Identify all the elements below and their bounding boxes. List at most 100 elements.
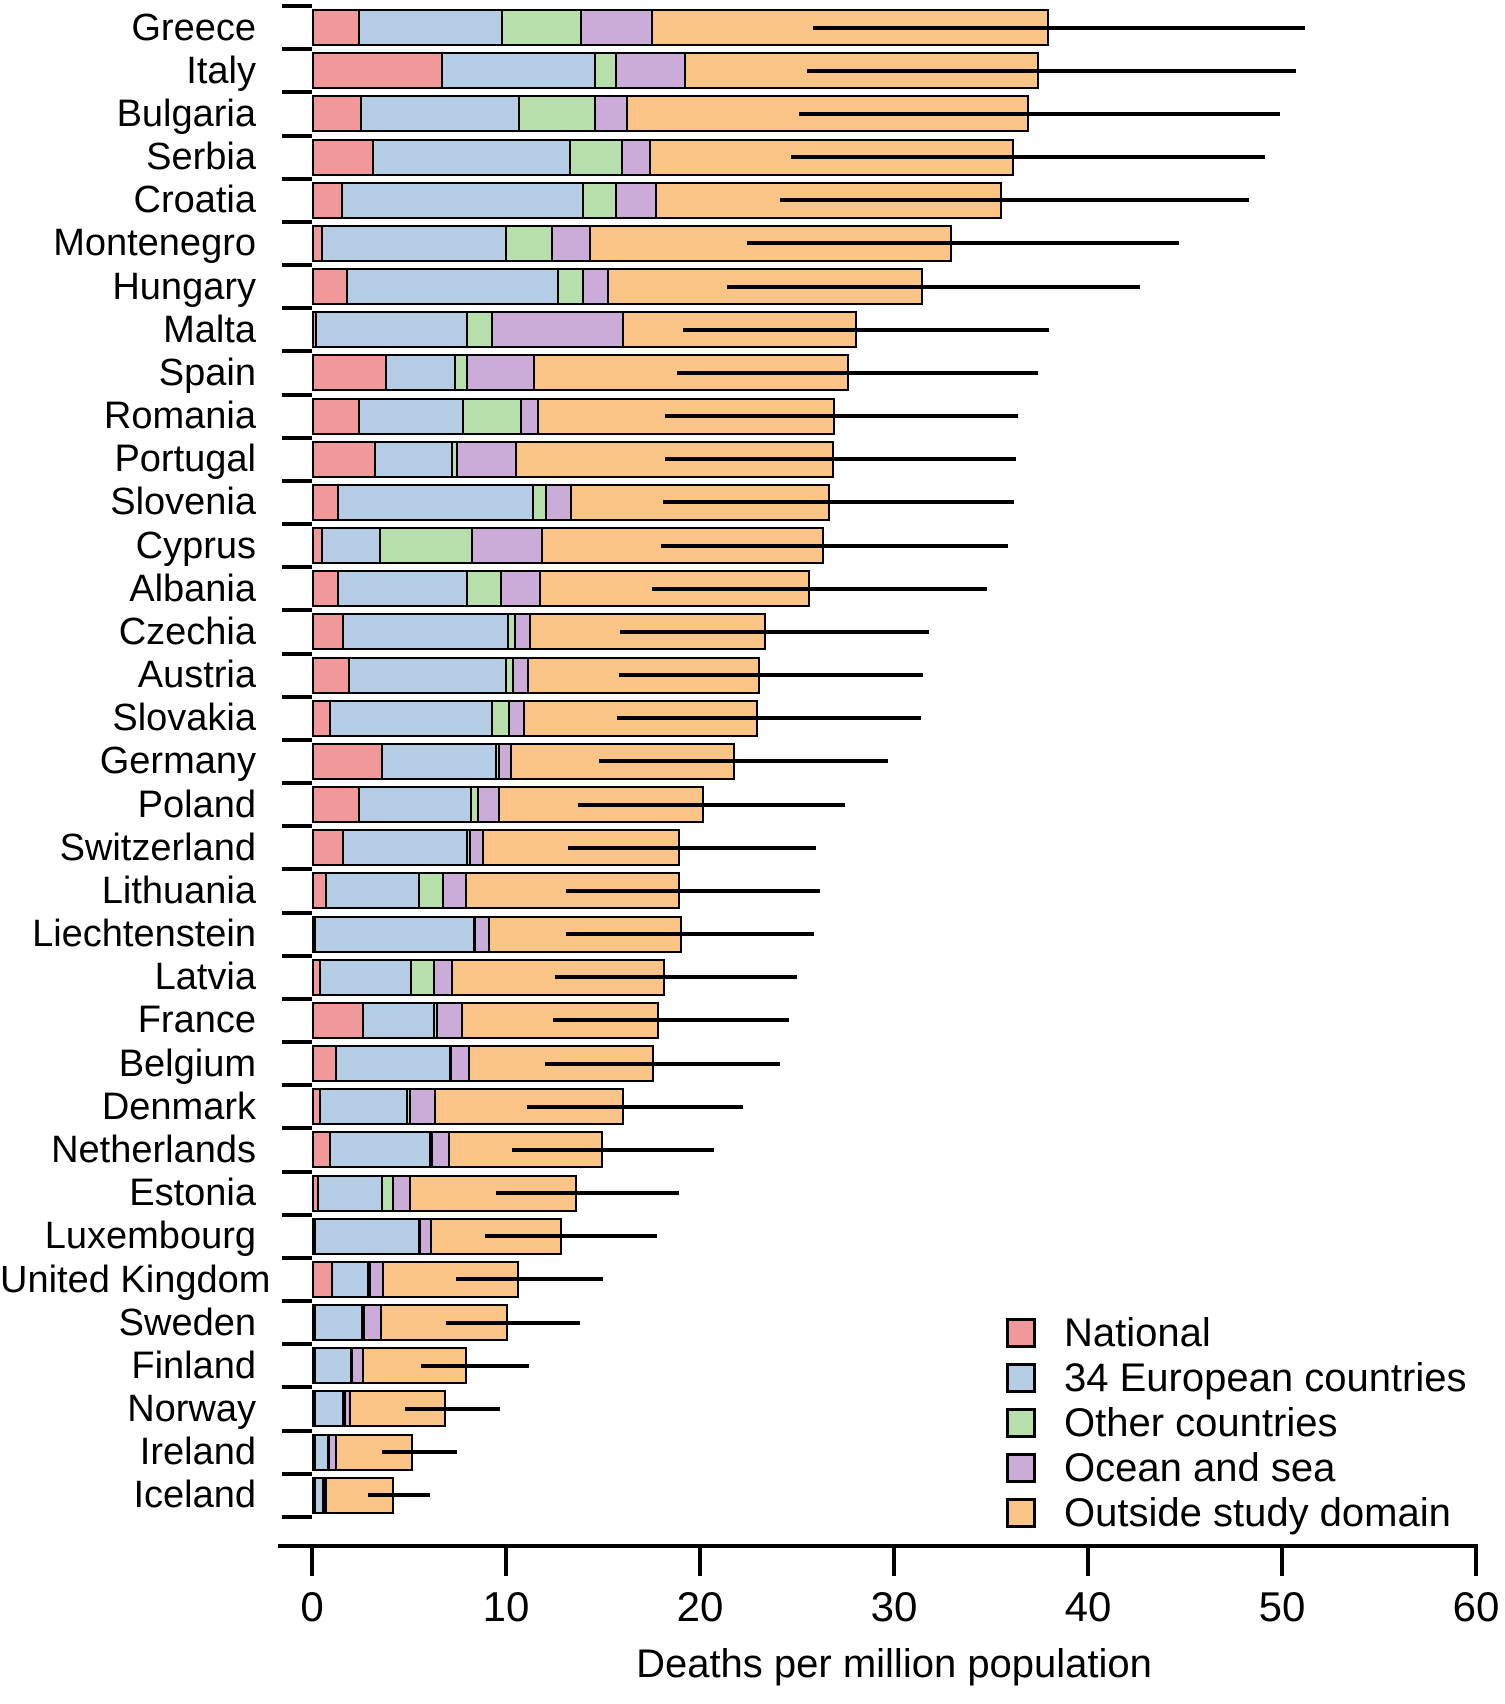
bar-segment-ocean-and-sea: [500, 570, 542, 608]
y-axis-tick: [282, 1299, 312, 1304]
error-bar: [727, 284, 1141, 289]
bar-segment-national: [312, 786, 361, 824]
bar-segment-ocean-and-sea: [614, 52, 687, 90]
bar-track: [312, 1001, 1476, 1039]
bar-track: [312, 311, 1476, 349]
y-axis-tick: [282, 1428, 312, 1433]
legend-swatch: [1006, 1497, 1036, 1528]
bar-track: [312, 527, 1476, 565]
bar-segment-34-european-countries: [313, 1217, 421, 1255]
bar-segment-national: [312, 397, 361, 435]
bar-row: United Kingdom: [0, 1255, 1505, 1301]
bar-track: [312, 786, 1476, 824]
error-bar: [544, 1061, 780, 1066]
y-axis-tick: [282, 522, 312, 527]
error-bar: [620, 629, 929, 634]
legend: National 34 European countries Other count…: [1006, 1310, 1467, 1535]
bar-track: [312, 268, 1476, 306]
bar-segment-34-european-countries: [373, 440, 454, 478]
country-label: Austria: [137, 654, 256, 697]
bar-segment-other-countries: [378, 527, 474, 565]
bar-track: [312, 613, 1476, 651]
error-bar: [554, 975, 797, 980]
error-bar: [484, 1234, 658, 1239]
country-label: Belgium: [118, 1042, 256, 1085]
bar-segment-34-european-countries: [346, 268, 560, 306]
bar-segment-national: [312, 95, 363, 133]
y-axis-tick: [282, 133, 312, 138]
bar-segment-ocean-and-sea: [442, 872, 468, 910]
error-bar: [568, 845, 817, 850]
country-label: Ireland: [139, 1431, 256, 1474]
country-label: Czechia: [118, 610, 256, 653]
bar-segment-ocean-and-sea: [550, 224, 592, 262]
bar-segment-ocean-and-sea: [545, 483, 573, 521]
bar-track: [312, 1088, 1476, 1126]
y-axis-tick: [282, 1255, 312, 1260]
y-axis-tick: [282, 1126, 312, 1131]
bar-segment-34-european-countries: [342, 613, 510, 651]
error-bar: [746, 241, 1180, 246]
error-bar: [676, 370, 1038, 375]
country-label: France: [137, 999, 256, 1042]
country-label: Cyprus: [135, 524, 256, 567]
bar-segment-34-european-countries: [319, 958, 413, 996]
bar-segment-34-european-countries: [319, 1088, 409, 1126]
bar-row: Liechtenstein: [0, 910, 1505, 956]
y-axis-tick: [282, 1385, 312, 1390]
bar-segment-other-countries: [466, 311, 494, 349]
bar-segment-ocean-and-sea: [593, 95, 629, 133]
bar-segment-national: [312, 742, 384, 780]
error-bar: [420, 1363, 530, 1368]
bar-track: [312, 1433, 1476, 1471]
y-axis-tick: [282, 219, 312, 224]
bar-row: Portugal: [0, 435, 1505, 481]
error-bar: [566, 888, 821, 893]
y-axis-tick: [282, 1083, 312, 1088]
bar-segment-national: [312, 268, 349, 306]
bar-row: Belgium: [0, 1040, 1505, 1085]
legend-label: Ocean and sea: [1064, 1445, 1336, 1490]
bar-segment-other-countries: [568, 138, 624, 176]
bar-segment-34-european-countries: [336, 570, 469, 608]
bar-segment-other-countries: [466, 570, 503, 608]
legend-label: Outside study domain: [1064, 1490, 1451, 1535]
bar-track: [312, 354, 1476, 392]
x-axis-title: Deaths per million population: [636, 1642, 1152, 1686]
y-axis-tick: [282, 435, 312, 440]
x-axis-tick-label: 10: [482, 1583, 530, 1630]
bar-segment-national: [312, 613, 345, 651]
bar-row: Slovakia: [0, 694, 1505, 740]
legend-item-outside-study-domain: Outside study domain: [1006, 1490, 1467, 1535]
y-axis-tick: [282, 737, 312, 742]
bar-segment-other-countries: [409, 958, 436, 996]
country-label: Estonia: [129, 1172, 256, 1215]
bar-row: Ireland: [0, 1428, 1505, 1474]
bar-segment-other-countries: [518, 95, 597, 133]
bar-segment-ocean-and-sea: [465, 354, 536, 392]
bar-segment-other-countries: [501, 9, 583, 46]
bar-segment-34-european-countries: [313, 915, 476, 953]
country-label: Poland: [137, 783, 256, 826]
bar-row: Lithuania: [0, 867, 1505, 912]
error-bar: [496, 1191, 679, 1196]
legend-item-other-countries: Other countries: [1006, 1400, 1467, 1445]
bar-row: Serbia: [0, 133, 1505, 179]
bar-track: [312, 397, 1476, 435]
bar-track: [312, 95, 1476, 133]
x-axis-tick: [310, 1544, 314, 1576]
bar-track: [312, 1304, 1476, 1342]
country-label: Bulgaria: [116, 92, 256, 135]
bar-segment-34-european-countries: [321, 527, 382, 565]
bar-segment-34-european-countries: [340, 181, 585, 219]
error-bar: [511, 1147, 714, 1152]
bar-track: [312, 1260, 1476, 1298]
bar-segment-34-european-countries: [315, 311, 469, 349]
legend-swatch: [1006, 1452, 1036, 1483]
y-axis-tick: [282, 565, 312, 570]
bar-row: Malta: [0, 306, 1505, 351]
x-axis-tick-label: 60: [1452, 1583, 1500, 1630]
bar-track: [312, 9, 1476, 46]
bar-row: Germany: [0, 737, 1505, 783]
bar-row: Iceland: [0, 1471, 1505, 1517]
